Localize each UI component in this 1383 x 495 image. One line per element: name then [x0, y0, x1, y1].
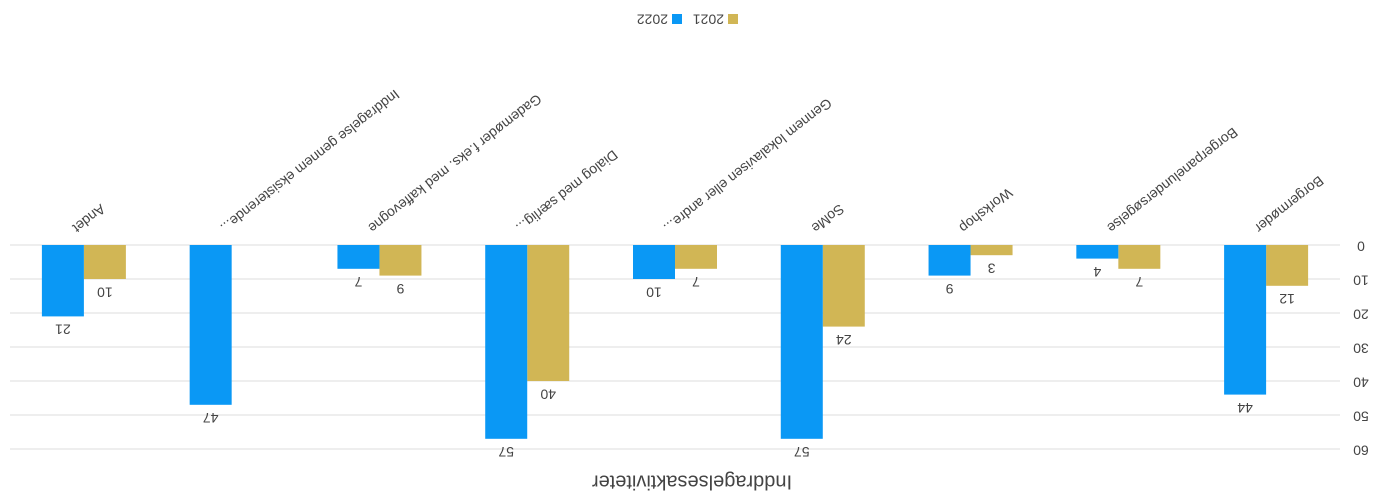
x-tick-label: Borgermøder: [1252, 173, 1327, 237]
bar: [83, 245, 126, 279]
legend-label: 2022: [637, 11, 668, 27]
x-tick-label: Inddragelse gennem eksisterende...: [218, 87, 403, 237]
data-label: 9: [396, 281, 404, 297]
y-tick-label: 40: [1353, 374, 1369, 390]
x-tick-label: SoMe: [808, 201, 847, 236]
bar: [1118, 245, 1161, 269]
data-label: 24: [836, 332, 852, 348]
legend-swatch: [672, 14, 682, 24]
data-label: 57: [498, 444, 514, 460]
x-tick-label: Workshop: [956, 185, 1015, 236]
bar: [970, 245, 1013, 256]
x-tick-label: Gademøder f.eks. med kaffevogne: [365, 91, 545, 236]
bar: [337, 245, 380, 269]
data-label: 9: [945, 281, 953, 297]
data-label: 47: [203, 410, 219, 426]
legend-label: 2021: [693, 11, 724, 27]
bar: [1076, 245, 1119, 259]
x-tick-label: Andet: [70, 201, 109, 236]
bar: [1224, 245, 1267, 395]
y-tick-label: 30: [1353, 340, 1369, 356]
data-label: 21: [55, 322, 71, 338]
y-tick-label: 50: [1353, 408, 1369, 424]
y-tick-label: 0: [1357, 238, 1365, 254]
legend-swatch: [728, 14, 738, 24]
data-label: 12: [1279, 291, 1295, 307]
y-tick-label: 10: [1353, 272, 1369, 288]
data-label: 7: [692, 274, 700, 290]
bar: [1266, 245, 1309, 286]
y-tick-label: 20: [1353, 306, 1369, 322]
bar: [928, 245, 971, 276]
bar: [675, 245, 717, 269]
data-label: 40: [540, 386, 556, 402]
chart-title: Inddragelsesaktiviteter: [592, 471, 792, 493]
x-tick-label: Dialog med særlig...: [513, 147, 621, 236]
data-label: 44: [1237, 400, 1253, 416]
data-label: 10: [97, 284, 113, 300]
bar: [41, 245, 84, 317]
bar: [780, 245, 823, 439]
x-tick-label: Gennem lokalavisen eller andre...: [661, 95, 835, 236]
data-label: 10: [646, 284, 662, 300]
x-tick-label: Borgerpanelundersøgelse: [1104, 125, 1241, 237]
bar: [822, 245, 865, 327]
y-tick-label: 60: [1353, 442, 1369, 458]
bar: [633, 245, 675, 279]
bar: [379, 245, 422, 276]
bar: [189, 245, 232, 405]
data-label: 4: [1093, 264, 1101, 280]
bar: [527, 245, 570, 381]
data-label: 7: [1135, 274, 1143, 290]
data-label: 7: [354, 274, 362, 290]
data-label: 57: [794, 444, 810, 460]
bar: [485, 245, 528, 439]
data-label: 3: [987, 260, 995, 276]
